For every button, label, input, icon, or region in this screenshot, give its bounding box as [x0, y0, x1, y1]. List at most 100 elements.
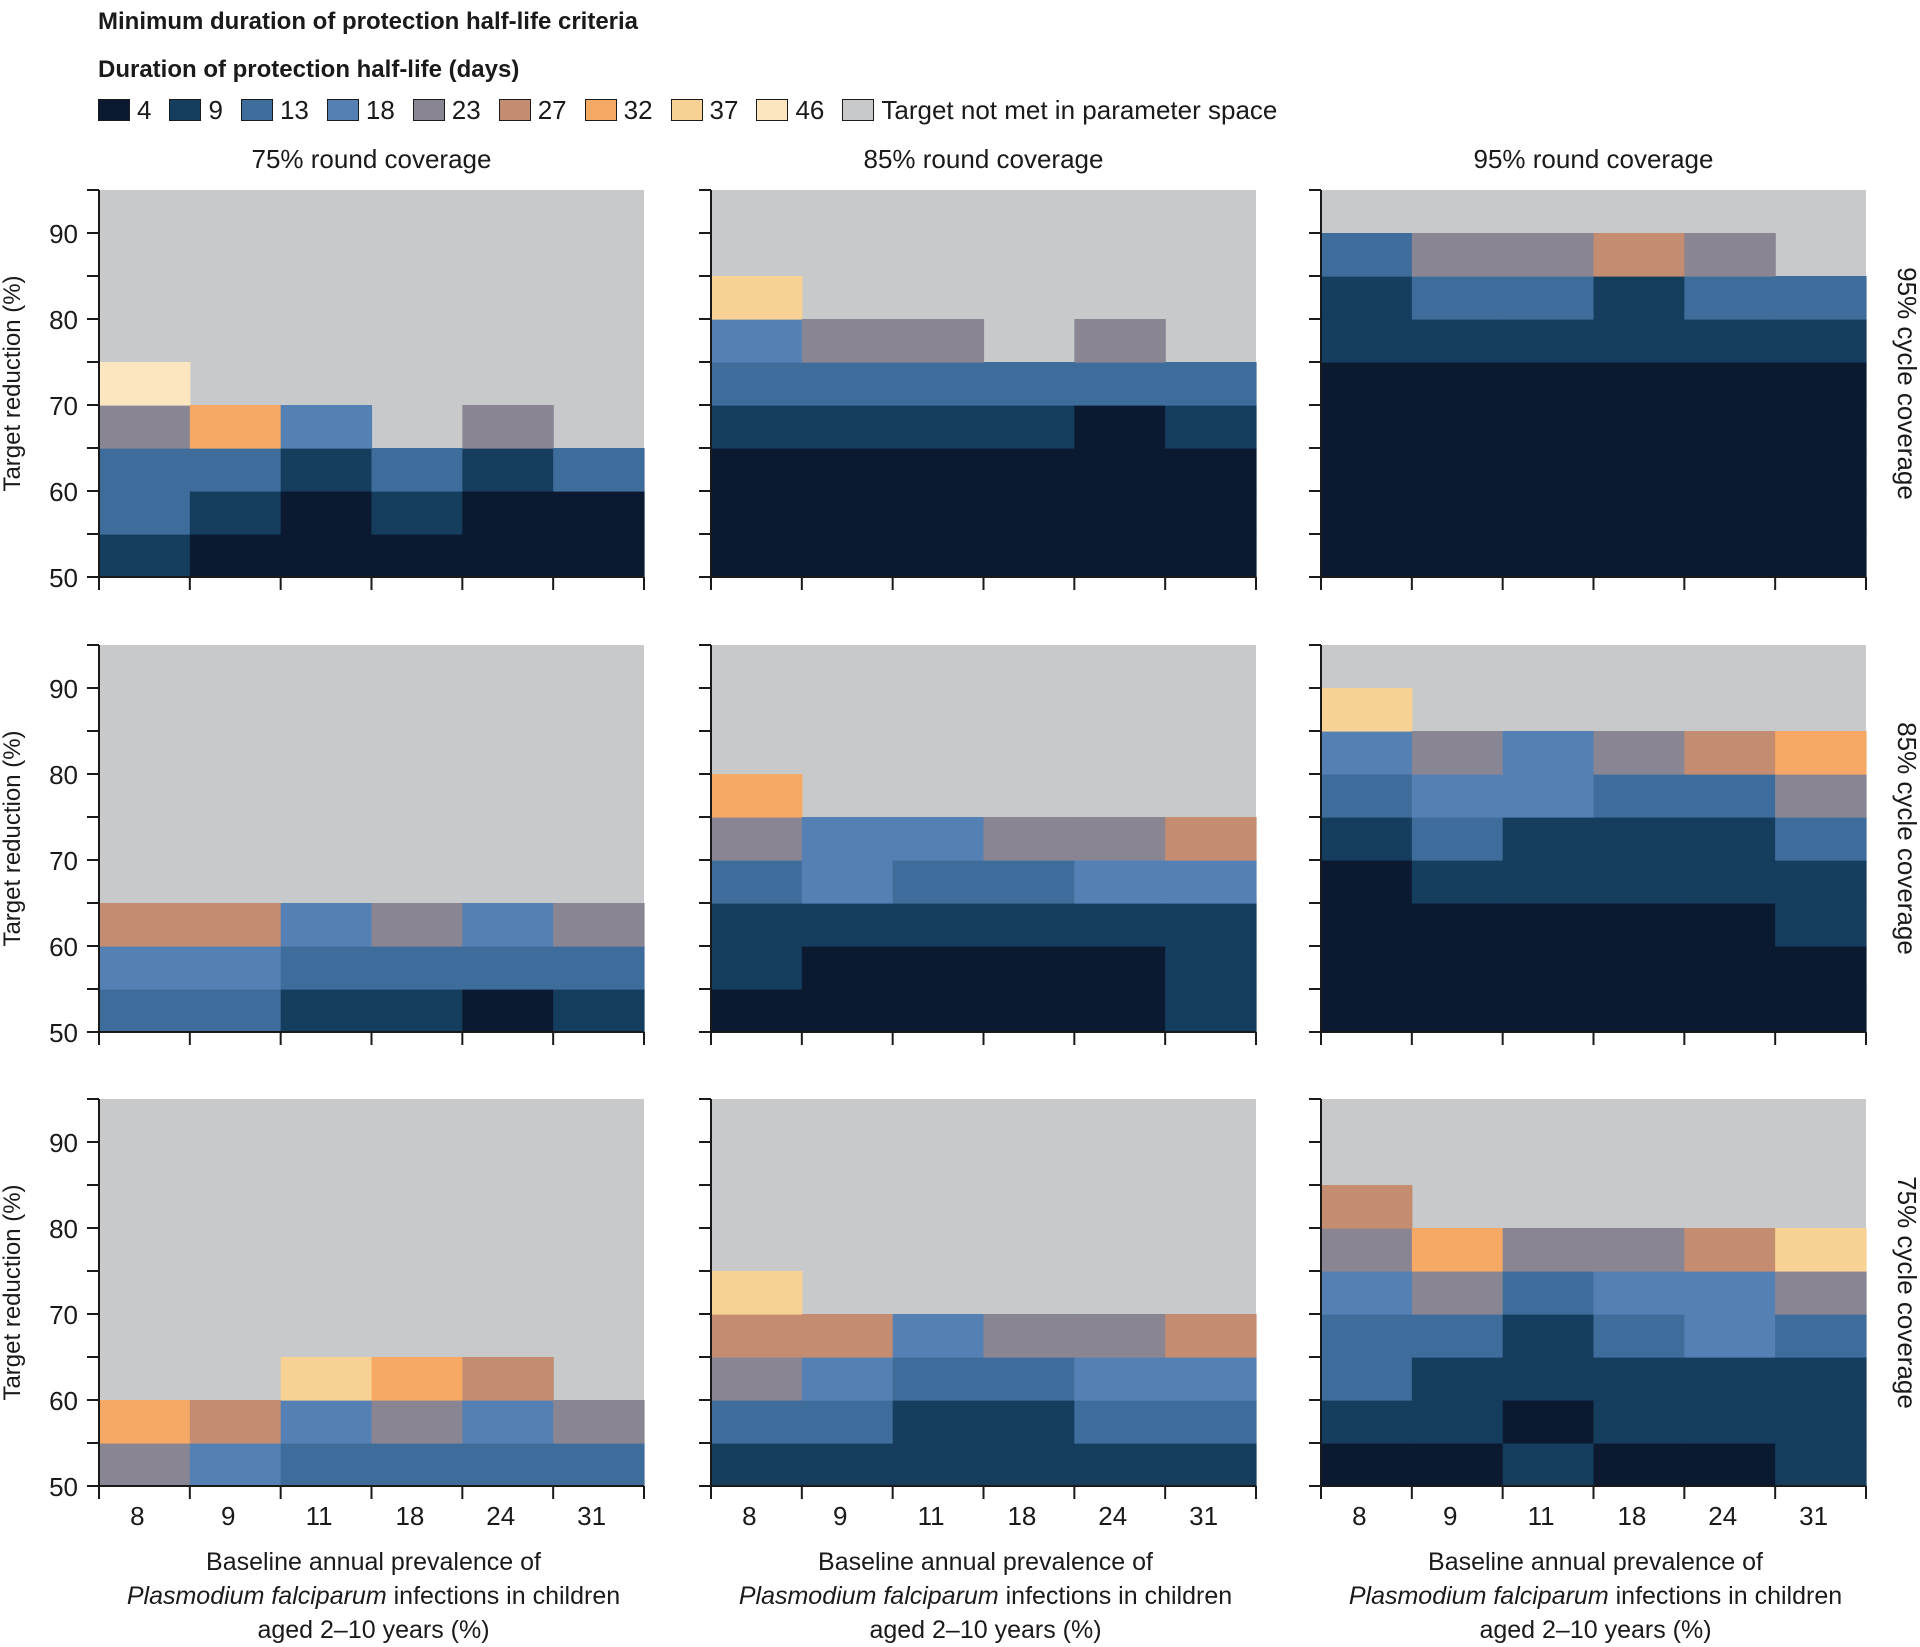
heatmap-cell — [280, 1443, 373, 1487]
heatmap-cell — [983, 491, 1075, 535]
heatmap-cell — [371, 1400, 463, 1444]
heatmap-cell — [1502, 1357, 1595, 1401]
heatmap-cell — [1321, 774, 1413, 818]
heatmap-cell — [1502, 1314, 1595, 1358]
figure-title: Minimum duration of protection half-life… — [98, 8, 639, 35]
heatmap-cell — [1165, 448, 1257, 492]
y-tick-label: 80 — [49, 1214, 78, 1244]
heatmap-cell — [1775, 817, 1867, 861]
heatmap-cell — [983, 946, 1075, 990]
heatmap-cell — [1165, 362, 1257, 406]
legend-item: 32 — [584, 95, 653, 126]
heatmap-cell — [1321, 1400, 1413, 1444]
heatmap-cell — [1411, 731, 1504, 775]
heatmap-cell — [1775, 491, 1867, 535]
heatmap-cell — [711, 362, 803, 406]
heatmap-cell — [1165, 903, 1257, 947]
heatmap-cell — [1593, 946, 1685, 990]
heatmap-cell — [1411, 903, 1504, 947]
heatmap-cell — [801, 319, 894, 363]
heatmap-cell — [99, 534, 191, 578]
x-axis-label-line2: Plasmodium falciparum infections in chil… — [127, 1582, 620, 1610]
heatmap-cell — [1321, 362, 1413, 406]
heatmap-cell — [189, 405, 282, 449]
heatmap-cell — [371, 1357, 463, 1401]
y-tick-label: 70 — [49, 391, 78, 421]
y-axis-label: Target reduction (%) — [0, 1184, 26, 1400]
x-axis-label-rest: infections in children — [387, 1582, 620, 1610]
x-tick-label: 18 — [1617, 1501, 1646, 1531]
heatmap-cell — [1502, 774, 1595, 818]
x-tick-label: 8 — [130, 1501, 144, 1531]
heatmap-cell — [892, 860, 985, 904]
heatmap-cell — [99, 405, 191, 449]
heatmap-cell — [1593, 319, 1685, 363]
legend-swatch — [169, 99, 202, 121]
heatmap-cell — [892, 405, 985, 449]
heatmap-cell — [1502, 817, 1595, 861]
heatmap-cell — [1074, 405, 1166, 449]
heatmap-cell — [892, 1357, 985, 1401]
heatmap-cell — [1074, 1314, 1166, 1358]
heatmap-cell — [1775, 448, 1867, 492]
heatmap-cell — [1502, 1271, 1595, 1315]
row-title: 95% cycle coverage — [1892, 267, 1920, 500]
legend-swatch — [670, 99, 703, 121]
heatmap-cell — [1074, 1357, 1166, 1401]
y-tick-label: 60 — [49, 477, 78, 507]
heatmap-cell — [553, 491, 645, 535]
heatmap-cell — [1593, 860, 1685, 904]
heatmap-cell — [189, 448, 282, 492]
heatmap-cell — [1684, 989, 1776, 1033]
heatmap-cell — [1593, 1314, 1685, 1358]
heatmap-cell — [1775, 989, 1867, 1033]
y-tick-label: 90 — [49, 1128, 78, 1158]
y-axis-label: Target reduction (%) — [0, 275, 26, 491]
heatmap-cell — [801, 860, 894, 904]
heatmap-cell — [99, 903, 191, 947]
heatmap-cell — [1502, 903, 1595, 947]
species-name: Plasmodium falciparum — [1349, 1582, 1609, 1610]
heatmap-cell — [711, 774, 803, 818]
heatmap-cell — [1074, 989, 1166, 1033]
heatmap-cell — [711, 946, 803, 990]
legend-item: 9 — [169, 95, 223, 126]
heatmap-cell — [1074, 319, 1166, 363]
heatmap-cell — [1411, 362, 1504, 406]
y-tick-label: 50 — [49, 1018, 78, 1048]
heatmap-cell — [1411, 1400, 1504, 1444]
column-title: 85% round coverage — [864, 144, 1104, 174]
heatmap-cell — [711, 405, 803, 449]
heatmap-cell — [801, 1314, 894, 1358]
heatmap-cell — [1321, 1185, 1413, 1229]
heatmap-cell — [462, 448, 554, 492]
heatmap-cell — [1411, 491, 1504, 535]
heatmap-cell — [1411, 233, 1504, 277]
heatmap-cell — [1165, 860, 1257, 904]
x-tick-label: 31 — [577, 1501, 606, 1531]
heatmap-cell — [553, 989, 645, 1033]
heatmap-cell — [801, 534, 894, 578]
heatmap-cell — [801, 946, 894, 990]
heatmap-cell — [462, 1443, 554, 1487]
heatmap-cell — [99, 491, 191, 535]
legend-item: Target not met in parameter space — [842, 95, 1277, 126]
heatmap-cell — [1502, 448, 1595, 492]
heatmap-cell — [1502, 233, 1595, 277]
heatmap-cell — [983, 903, 1075, 947]
x-tick-label: 8 — [742, 1501, 756, 1531]
heatmap-cell — [1321, 1271, 1413, 1315]
heatmap-cell — [801, 903, 894, 947]
heatmap-cell — [1502, 1400, 1595, 1444]
heatmap-cell — [99, 448, 191, 492]
heatmap-cell — [801, 1357, 894, 1401]
heatmap-cell — [1321, 731, 1413, 775]
heatmap-cell — [1321, 946, 1413, 990]
heatmap-cell — [1074, 1443, 1166, 1487]
y-tick-label: 70 — [49, 846, 78, 876]
x-tick-label: 8 — [1352, 1501, 1366, 1531]
heatmap-cell — [801, 989, 894, 1033]
heatmap-cell — [892, 534, 985, 578]
heatmap-cell — [462, 1400, 554, 1444]
